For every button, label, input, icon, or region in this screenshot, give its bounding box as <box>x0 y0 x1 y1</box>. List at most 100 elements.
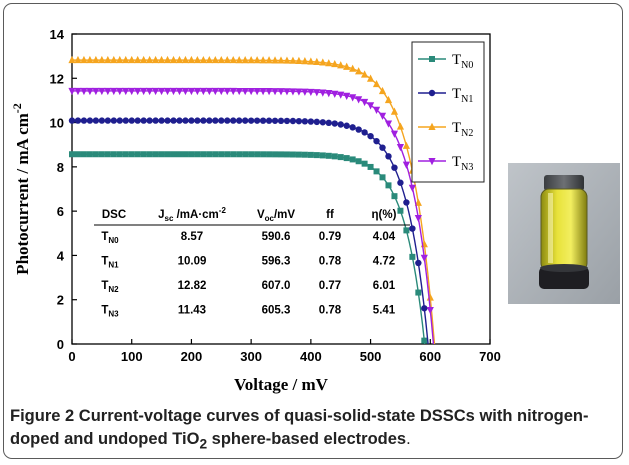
data-point-n2 <box>175 55 184 64</box>
x-tick-label: 700 <box>479 349 501 364</box>
data-point-n3 <box>86 87 94 96</box>
data-point-n1 <box>271 117 279 124</box>
data-point-n2 <box>134 55 142 64</box>
table-cell-dsc: TN2 <box>101 280 119 294</box>
data-point-n2 <box>343 62 351 70</box>
data-point-n3 <box>420 254 428 262</box>
data-point-n2 <box>169 55 178 64</box>
data-point-n1 <box>206 117 213 124</box>
data-point-n0 <box>194 151 201 158</box>
data-point-n2 <box>331 59 339 68</box>
table-cell-voc: 605.3 <box>262 305 291 317</box>
data-point-n0 <box>80 151 87 158</box>
data-point-n2 <box>241 56 249 64</box>
data-point-n1 <box>331 120 338 127</box>
data-point-n2 <box>68 55 76 64</box>
data-point-n1 <box>116 117 123 124</box>
data-point-n2 <box>253 56 261 64</box>
data-point-n3 <box>343 92 351 100</box>
data-point-n2 <box>181 55 190 64</box>
data-point-n3 <box>116 87 124 96</box>
data-point-n1 <box>319 119 326 126</box>
iv-chart: 0 100 200 300 400 500 600 700 0 2 4 6 8 10 12 14 Voltage… <box>10 27 501 394</box>
data-point-n3 <box>163 87 172 96</box>
legend-marker-n1 <box>428 89 436 97</box>
table-cell-dsc: TN0 <box>101 231 119 245</box>
data-point-n0 <box>319 152 326 159</box>
data-point-n0 <box>260 151 267 158</box>
data-point-n3 <box>349 94 357 102</box>
data-point-n0 <box>230 151 237 158</box>
data-point-n0 <box>337 154 344 161</box>
y-tick-label: 8 <box>57 160 64 175</box>
legend-marker-n0 <box>429 56 435 62</box>
data-point-n0 <box>409 253 416 260</box>
data-point-n1 <box>104 117 112 124</box>
data-point-n0 <box>367 163 374 170</box>
y-tick-label: 6 <box>57 204 64 219</box>
data-point-n3 <box>372 106 381 114</box>
y-tick-label: 4 <box>57 248 65 263</box>
data-point-n2 <box>283 56 291 64</box>
data-point-n0 <box>254 151 261 158</box>
data-point-n3 <box>140 87 148 96</box>
data-point-n2 <box>193 55 201 64</box>
table-cell-voc: 607.0 <box>262 280 291 292</box>
data-point-n3 <box>402 161 410 169</box>
legend-label-n1: TN1 <box>452 86 473 105</box>
data-point-n1 <box>247 117 255 124</box>
series-line-n2 <box>72 59 436 344</box>
data-point-n0 <box>92 151 99 158</box>
data-point-n1 <box>391 164 398 171</box>
table-cell-ff: 0.78 <box>319 305 342 317</box>
x-tick-label: 0 <box>68 349 75 364</box>
data-point-n0 <box>272 151 279 158</box>
data-point-n3 <box>80 87 88 96</box>
data-point-n3 <box>390 130 399 138</box>
data-point-n2 <box>361 70 369 78</box>
data-point-n3 <box>122 87 130 96</box>
table-cell-eta: 4.72 <box>373 256 395 268</box>
data-point-n3 <box>366 102 375 110</box>
table-cell-jsc: 8.57 <box>181 231 203 243</box>
data-point-n3 <box>259 88 267 96</box>
data-point-n2 <box>426 293 434 301</box>
table-cell-ff: 0.77 <box>319 280 341 292</box>
data-point-n2 <box>229 55 237 64</box>
vial-cap <box>544 175 584 191</box>
data-point-n2 <box>163 55 172 64</box>
data-point-n3 <box>378 112 387 120</box>
data-point-n0 <box>325 152 332 159</box>
data-point-n0 <box>385 182 392 189</box>
data-point-n2 <box>187 55 196 64</box>
x-tick-label: 300 <box>240 349 262 364</box>
caption-text-a: Current-voltage curves of quasi-solid-st… <box>10 407 589 448</box>
x-tick-label: 200 <box>181 349 203 364</box>
data-point-n2 <box>384 95 393 104</box>
data-point-n3 <box>205 87 213 96</box>
data-point-n1 <box>301 118 309 125</box>
data-point-n2 <box>157 55 166 64</box>
data-point-n0 <box>206 151 213 158</box>
legend-label-n0: TN0 <box>452 52 473 71</box>
data-point-n0 <box>397 207 404 214</box>
data-point-n2 <box>86 55 94 64</box>
data-point-n2 <box>372 79 381 88</box>
data-point-n0 <box>373 168 380 175</box>
data-point-n0 <box>158 151 165 158</box>
data-point-n1 <box>241 117 249 124</box>
table-cell-jsc: 12.82 <box>178 280 207 292</box>
data-point-n3 <box>289 88 297 96</box>
data-point-n1 <box>122 117 129 124</box>
caption-text-b: sphere-based electrodes <box>207 430 407 448</box>
data-point-n0 <box>289 151 296 158</box>
data-point-n0 <box>86 151 93 158</box>
data-point-n1 <box>86 117 94 124</box>
data-point-n3 <box>325 90 333 98</box>
data-point-n3 <box>229 87 237 96</box>
vial-photo <box>508 163 620 304</box>
data-point-n1 <box>236 117 243 124</box>
data-point-n0 <box>379 174 386 181</box>
data-point-n1 <box>325 119 332 127</box>
data-point-n0 <box>128 151 135 158</box>
